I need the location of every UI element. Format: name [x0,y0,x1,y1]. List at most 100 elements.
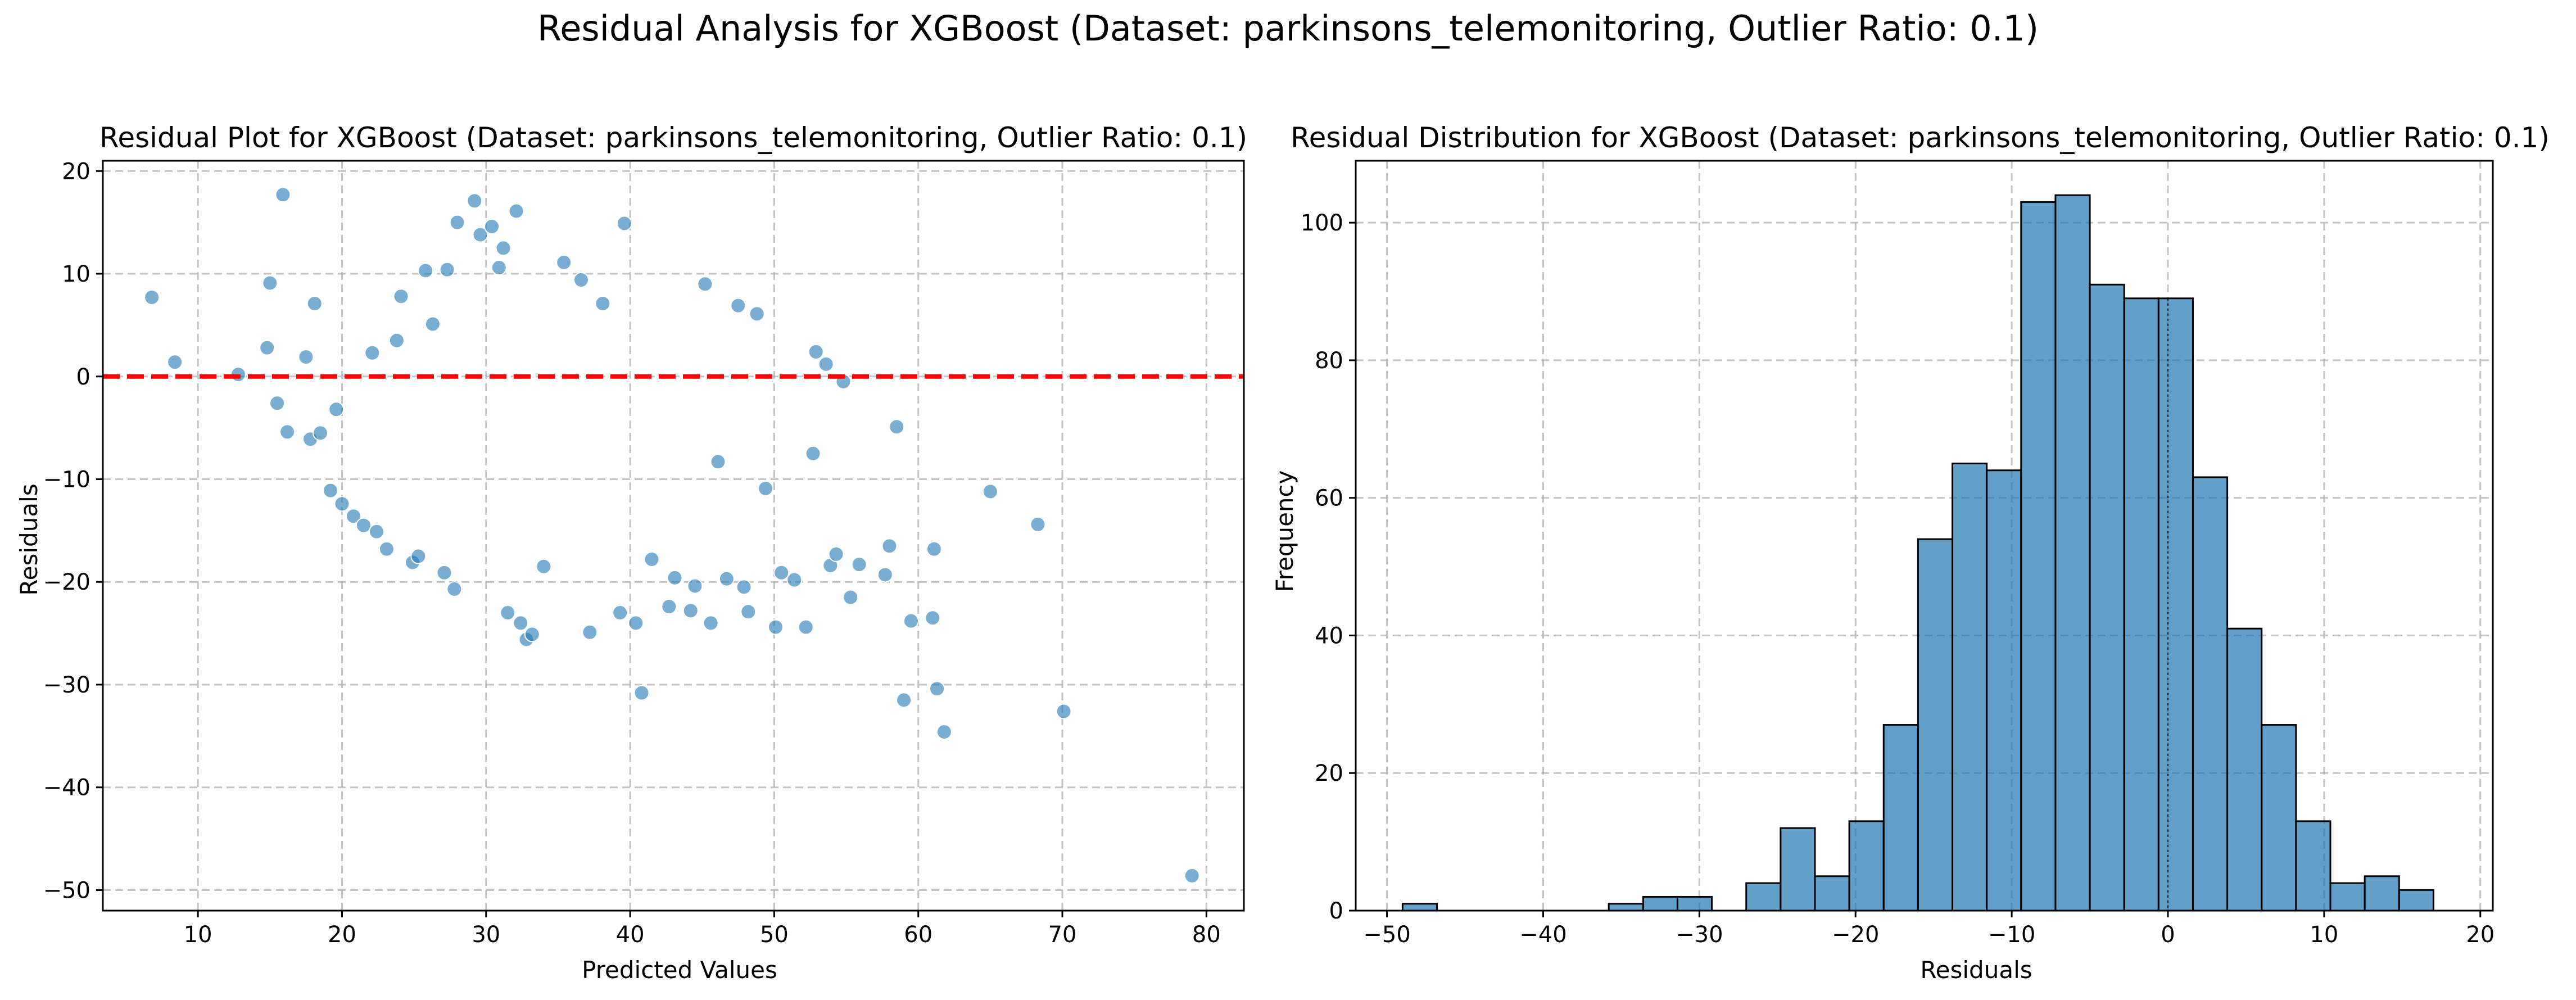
y-tick-label: −50 [43,877,90,903]
x-tick-label: −50 [1363,922,1410,948]
data-point [508,203,524,219]
data-point [773,564,790,581]
data-point [798,619,814,635]
data-point [424,316,441,332]
x-tick-label: −10 [1988,922,2035,948]
data-point [269,395,286,411]
data-point [436,564,452,581]
y-tick-label: 0 [1329,898,1343,924]
data-point [368,523,384,540]
data-point [828,546,844,562]
histogram-bar [2295,820,2331,912]
data-point [298,349,314,365]
histogram-title: Residual Distribution for XGBoost (Datas… [1291,121,2550,154]
data-point [484,218,500,234]
data-point [334,496,350,512]
histogram-bar [2157,297,2194,912]
figure-title: Residual Analysis for XGBoost (Dataset: … [537,8,2039,49]
residual-histogram-panel: Residual Distribution for XGBoost (Datas… [1271,121,2550,984]
data-point [322,482,338,499]
data-point [730,297,746,314]
histogram-bar [1952,462,1988,912]
x-tick-label: 70 [1048,922,1077,948]
data-point [740,604,757,620]
data-point [259,340,275,356]
histogram-bar [1780,827,1816,912]
histogram-bar [2123,297,2160,912]
data-point [1184,867,1200,884]
y-tick-label: 60 [1315,486,1343,512]
data-point [749,306,765,322]
scatter-grid [103,161,1244,911]
data-point [144,289,160,306]
data-point [682,603,699,619]
histogram-bar [2364,875,2400,912]
data-point [573,272,589,288]
data-point [275,187,291,203]
data-point [328,401,345,418]
x-tick-label: 10 [184,922,212,948]
scatter-x-axis-label: Predicted Values [582,956,777,984]
data-point [524,626,540,642]
histogram-bar [2192,476,2229,912]
data-point [1056,703,1072,720]
histogram-bar [2089,283,2125,912]
scatter-title: Residual Plot for XGBoost (Dataset: park… [99,121,1247,154]
data-point [418,263,434,279]
data-point [718,571,735,587]
data-point [925,610,941,626]
data-point [936,724,952,740]
histogram-bar [1986,469,2022,912]
data-point [703,615,719,631]
data-point [345,508,361,524]
data-point [439,261,455,278]
y-tick-label: −40 [43,775,90,801]
data-point [697,276,713,292]
histogram-bar [2054,194,2091,912]
data-point [687,578,703,594]
data-point [306,296,323,312]
data-point [500,605,516,621]
data-point [449,214,465,230]
y-tick-label: 40 [1315,623,1343,649]
data-point [355,517,372,533]
y-tick-label: −20 [43,569,90,595]
histogram-y-ticks: 0 20 40 60 80 100 [1301,210,1356,924]
histogram-bar [1814,875,1850,912]
scatter-plot-frame [102,160,1245,912]
data-point [556,254,572,270]
data-point [667,569,683,586]
y-tick-label: 80 [1315,348,1343,374]
data-point [758,480,774,496]
data-point [982,483,998,500]
data-point [805,445,821,461]
x-tick-label: 80 [1192,922,1221,948]
x-tick-label: −20 [1832,922,1879,948]
data-point [279,424,296,440]
histogram-bar [1745,882,1782,912]
data-point [262,275,278,291]
data-point [786,572,803,588]
histogram-bar [1676,896,1713,912]
data-point [1030,516,1046,532]
data-point [467,193,483,209]
x-tick-label: 60 [904,922,932,948]
data-point [595,296,611,312]
histogram-y-axis-label: Frequency [1271,470,1298,592]
data-point [889,419,905,435]
x-tick-label: −30 [1676,922,1723,948]
x-tick-label: 40 [616,922,645,948]
histogram-bar [2226,627,2263,912]
histogram-bars [1401,194,2434,912]
data-point [612,605,628,621]
x-tick-label: 10 [2310,922,2338,948]
data-point [661,599,677,615]
histogram-bar [2261,724,2297,912]
scatter-y-ticks: 20 10 0 −10 −20 −30 −40 −50 [43,159,103,903]
data-point [582,624,598,640]
y-tick-label: 0 [76,364,90,390]
histogram-x-ticks: −50 −40 −30 −20 −10 0 10 20 [1363,911,2494,948]
x-tick-label: 50 [760,922,789,948]
data-point [644,551,660,568]
